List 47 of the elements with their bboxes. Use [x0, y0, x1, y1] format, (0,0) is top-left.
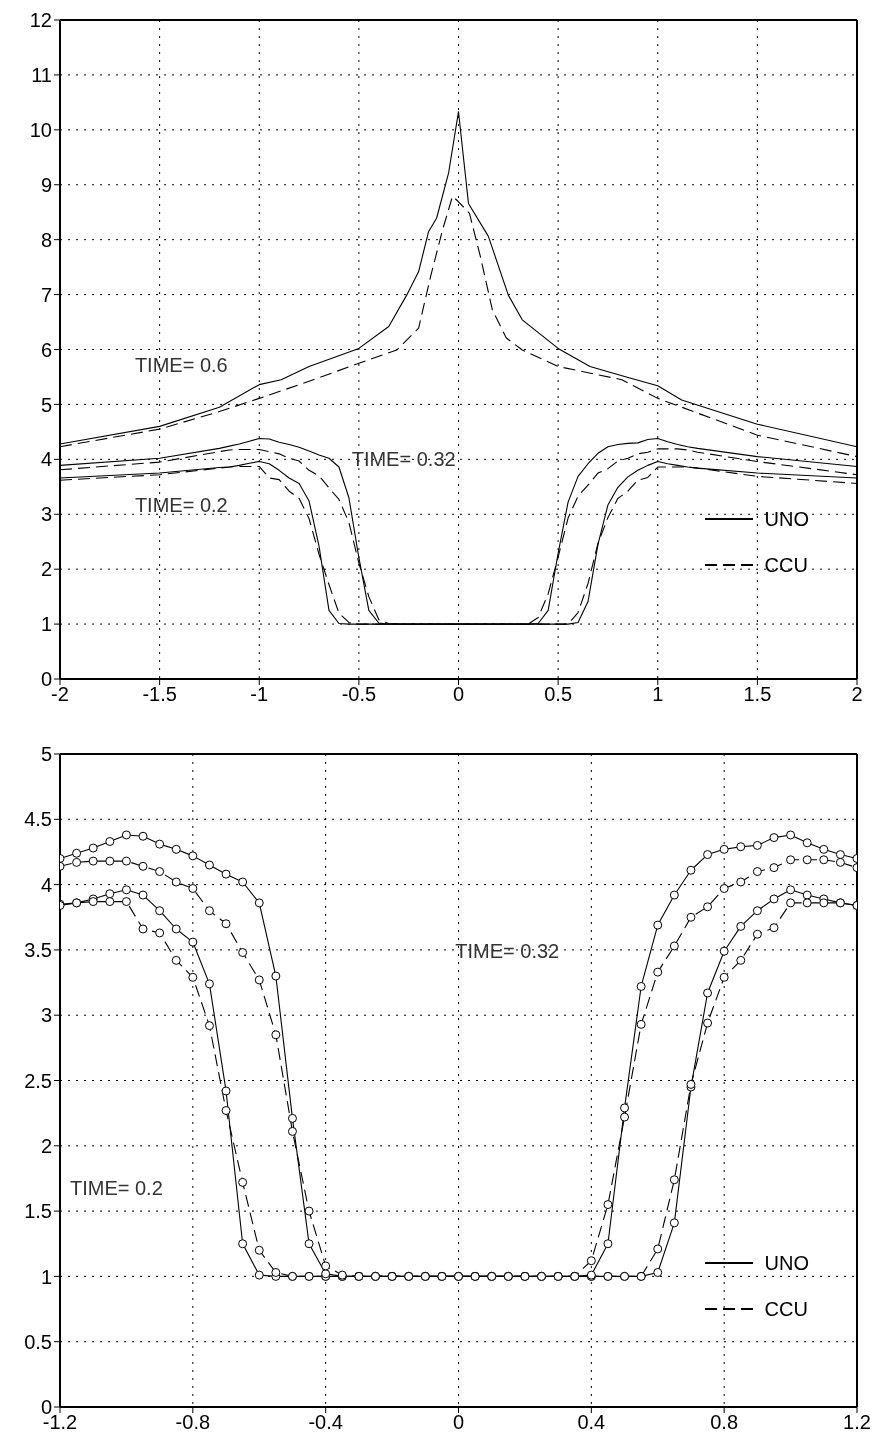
y-tick-label: 11 — [31, 64, 52, 87]
y-tick-label: 6 — [40, 338, 52, 361]
x-tick-label: 0.5 — [544, 683, 573, 706]
y-tick-label: 2 — [40, 558, 52, 581]
x-tick-label: 1.2 — [843, 1411, 871, 1434]
y-tick-label: 3 — [40, 1004, 52, 1027]
x-tick-label: 1 — [652, 683, 664, 706]
annotation: TIME= 0.2 — [69, 1177, 163, 1200]
x-tick-label: -0.8 — [175, 1411, 211, 1434]
y-tick-label: 1 — [40, 1265, 52, 1288]
y-tick-label: 12 — [29, 9, 52, 32]
x-tick-label: 0.8 — [710, 1411, 739, 1434]
x-tick-label: -0.4 — [308, 1411, 343, 1434]
x-tick-label: -1 — [250, 683, 269, 706]
y-tick-label: 5 — [40, 393, 52, 416]
legend-label: CCU — [764, 553, 808, 577]
annotation: TIME= 0.6 — [134, 354, 228, 377]
y-tick-label: 9 — [40, 173, 52, 196]
x-tick-label: 2 — [851, 683, 863, 706]
x-tick-label: -2 — [51, 683, 69, 706]
x-tick-label: -1.5 — [142, 683, 177, 706]
y-tick-label: 1.5 — [24, 1200, 52, 1223]
x-tick-label: 0 — [452, 1411, 465, 1434]
y-tick-label: 4.5 — [24, 808, 52, 831]
y-tick-label: 5 — [40, 743, 52, 766]
y-tick-label: 2 — [40, 1134, 52, 1157]
y-tick-label: 3.5 — [24, 939, 52, 961]
y-tick-label: 0.5 — [24, 1330, 52, 1353]
y-tick-label: 4 — [40, 873, 52, 896]
annotation: TIME= 0.32 — [351, 447, 456, 470]
y-tick-label: 8 — [40, 228, 52, 251]
x-tick-label: -0.5 — [341, 683, 377, 706]
y-tick-label: 2.5 — [24, 1069, 52, 1092]
y-tick-label: 1 — [40, 613, 52, 636]
y-tick-label: 0 — [40, 668, 52, 691]
y-tick-label: 10 — [29, 118, 52, 141]
x-tick-label: 0 — [452, 683, 465, 706]
legend-label: UNO — [764, 1251, 809, 1275]
y-tick-label: 3 — [40, 503, 52, 526]
y-tick-label: 7 — [40, 283, 52, 306]
legend-label: CCU — [764, 1297, 808, 1321]
x-tick-label: 0.4 — [577, 1411, 606, 1434]
annotation: TIME= 0.32 — [455, 940, 560, 963]
legend-label: UNO — [764, 507, 809, 531]
annotation: TIME= 0.2 — [134, 494, 228, 517]
x-tick-label: 1.5 — [743, 683, 772, 706]
y-tick-label: 4 — [40, 448, 52, 471]
